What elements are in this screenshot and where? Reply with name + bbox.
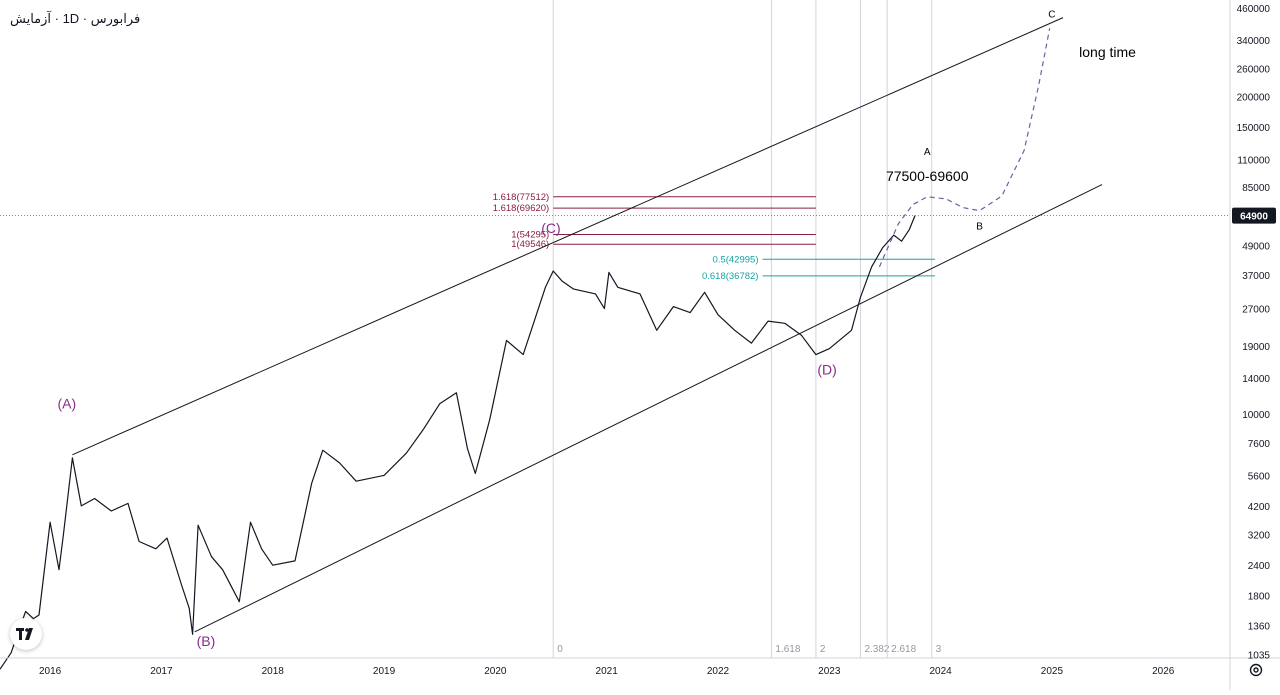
wave-label: A: [924, 147, 931, 158]
projection-path: [878, 28, 1051, 268]
y-tick-label: 110000: [1237, 156, 1270, 167]
x-tick-label: 2018: [262, 666, 285, 677]
wave-label: 77500-69600: [886, 168, 969, 184]
price-series: [0, 215, 916, 670]
y-tick-label: 2400: [1248, 561, 1271, 572]
x-tick-label: 2024: [929, 666, 952, 677]
wave-label: (C): [541, 220, 560, 236]
y-tick-label: 3200: [1248, 531, 1271, 542]
fib-level-label: 1.618(77512): [493, 192, 550, 203]
symbol-title: فرابورس · 1D · آزمایش: [10, 11, 141, 26]
wave-label: long time: [1079, 44, 1136, 60]
y-tick-label: 27000: [1242, 305, 1270, 316]
x-tick-label: 2022: [707, 666, 730, 677]
y-tick-label: 1360: [1248, 621, 1271, 632]
gear-icon[interactable]: [1246, 660, 1266, 680]
y-tick-label: 260000: [1237, 64, 1271, 75]
time-fib-label: 0: [557, 644, 563, 655]
y-tick-label: 340000: [1237, 36, 1271, 47]
trendlines: [72, 17, 1103, 633]
y-tick-label: 7600: [1248, 439, 1271, 450]
x-tick-label: 2026: [1152, 666, 1175, 677]
fib-level-label: 1(49546): [511, 239, 549, 250]
x-tick-label: 2020: [484, 666, 507, 677]
channel-bottom-line: [194, 184, 1103, 633]
fib-level-label: 1(54295): [511, 230, 549, 241]
time-fib-label: 2.618: [891, 644, 916, 655]
y-tick-label: 150000: [1237, 123, 1271, 134]
last-price-label: 64900: [1240, 212, 1268, 223]
time-fib-label: 2: [820, 644, 826, 655]
wave-label: C: [1048, 10, 1055, 21]
wave-label: (D): [817, 362, 836, 378]
time-fib-label: 2.382: [864, 644, 889, 655]
x-tick-label: 2016: [39, 666, 62, 677]
y-tick-label: 85000: [1242, 183, 1270, 194]
fib-levels: 1.618(77512)1.618(69620) 1(54295)1(49546)…: [0, 192, 1230, 282]
time-fib-label: 3: [936, 644, 942, 655]
y-tick-label: 37000: [1242, 271, 1270, 282]
y-tick-label: 4200: [1248, 502, 1271, 513]
y-tick-label: 1800: [1248, 592, 1271, 603]
tradingview-logo-icon[interactable]: [10, 618, 42, 650]
fib-level-label: 1.618(69620): [493, 203, 550, 214]
wave-label: (A): [57, 396, 76, 412]
y-tick-label: 14000: [1242, 374, 1270, 385]
price-line: [0, 215, 916, 670]
y-tick-label: 200000: [1237, 92, 1271, 103]
y-tick-label: 1035: [1248, 650, 1271, 661]
last-price-tag: [1232, 207, 1276, 224]
wave-label: (B): [197, 633, 216, 649]
x-tick-label: 2025: [1041, 666, 1064, 677]
y-tick-label: 19000: [1242, 342, 1270, 353]
projection-line: [878, 28, 1051, 268]
fib-level-label: 0.618(36782): [702, 271, 759, 282]
x-tick-label: 2021: [596, 666, 619, 677]
fib-level-label: 0.5(42995): [713, 254, 759, 265]
y-tick-label: 5600: [1248, 471, 1271, 482]
x-tick-label: 2017: [150, 666, 173, 677]
y-tick-label: 49000: [1242, 241, 1270, 252]
time-fib-lines: 0 1.618 2 2.382 2.618 3: [552, 0, 942, 658]
y-tick-label: 460000: [1237, 4, 1271, 15]
y-tick-label: 10000: [1242, 410, 1270, 421]
x-tick-label: 2023: [818, 666, 841, 677]
x-tick-label: 2019: [373, 666, 396, 677]
wave-label: B: [976, 221, 983, 232]
channel-top-line: [72, 17, 1064, 456]
time-fib-label: 1.618: [775, 644, 800, 655]
